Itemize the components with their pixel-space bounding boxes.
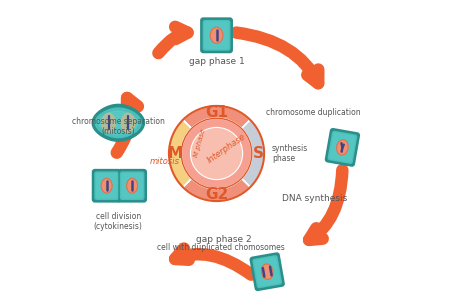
FancyBboxPatch shape xyxy=(200,17,233,53)
Polygon shape xyxy=(92,104,144,141)
Text: M: M xyxy=(167,146,183,161)
FancyBboxPatch shape xyxy=(117,169,147,203)
Text: gap phase 2: gap phase 2 xyxy=(196,235,252,244)
FancyBboxPatch shape xyxy=(121,173,143,199)
Circle shape xyxy=(191,127,243,180)
FancyBboxPatch shape xyxy=(324,128,360,167)
Wedge shape xyxy=(242,120,264,187)
Text: M phase: M phase xyxy=(193,128,207,158)
FancyBboxPatch shape xyxy=(204,21,229,49)
FancyBboxPatch shape xyxy=(254,257,280,287)
Text: chromosome duplication: chromosome duplication xyxy=(266,107,360,117)
FancyBboxPatch shape xyxy=(92,169,122,203)
Text: Interphase: Interphase xyxy=(206,131,248,165)
Polygon shape xyxy=(95,108,141,138)
Text: chromosome separation
(mitosis): chromosome separation (mitosis) xyxy=(72,117,165,136)
FancyBboxPatch shape xyxy=(96,173,117,199)
FancyBboxPatch shape xyxy=(119,171,145,201)
Polygon shape xyxy=(99,111,138,134)
Ellipse shape xyxy=(337,140,348,155)
Circle shape xyxy=(181,118,252,189)
FancyBboxPatch shape xyxy=(327,130,358,165)
Ellipse shape xyxy=(127,178,138,193)
Text: G1: G1 xyxy=(205,105,228,119)
Wedge shape xyxy=(183,178,250,201)
Polygon shape xyxy=(121,113,135,132)
FancyBboxPatch shape xyxy=(249,252,285,291)
Ellipse shape xyxy=(262,264,273,279)
FancyBboxPatch shape xyxy=(329,132,356,162)
Text: cell with duplicated chomosomes: cell with duplicated chomosomes xyxy=(158,243,285,251)
FancyBboxPatch shape xyxy=(252,255,283,289)
Text: gap phase 1: gap phase 1 xyxy=(189,57,245,66)
Text: DNA synthesis: DNA synthesis xyxy=(282,193,347,203)
Wedge shape xyxy=(169,120,192,187)
Text: cell division
(cytokinesis): cell division (cytokinesis) xyxy=(94,212,143,231)
Text: synthesis
phase: synthesis phase xyxy=(272,144,308,163)
FancyBboxPatch shape xyxy=(94,171,120,201)
FancyBboxPatch shape xyxy=(202,19,231,52)
Text: G2: G2 xyxy=(205,188,228,202)
Ellipse shape xyxy=(210,27,223,43)
Text: S: S xyxy=(253,146,263,161)
Wedge shape xyxy=(183,106,250,129)
Polygon shape xyxy=(102,113,115,132)
Text: mitosis: mitosis xyxy=(149,157,179,166)
Ellipse shape xyxy=(101,178,112,193)
